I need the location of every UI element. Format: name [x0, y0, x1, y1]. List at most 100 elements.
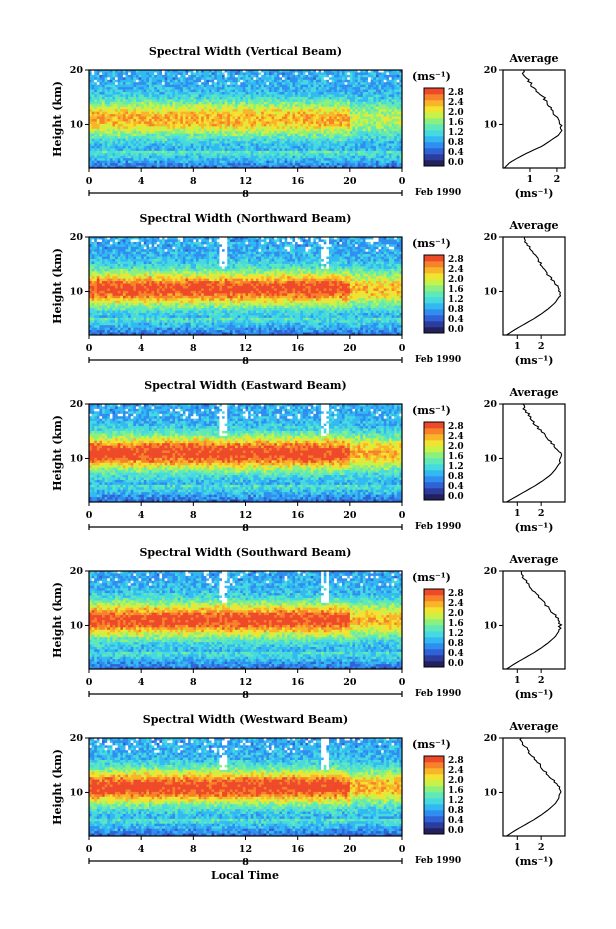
heatmap-cell: [112, 94, 116, 98]
heatmap-cell: [315, 128, 319, 132]
heatmap-cell: [232, 87, 236, 90]
heatmap-cell: [227, 96, 231, 100]
heatmap-cell: [388, 99, 392, 103]
heatmap-cell: [357, 123, 361, 127]
heatmap-cell: [216, 153, 220, 157]
heatmap-cell: [289, 131, 293, 134]
heatmap-cell: [104, 116, 108, 120]
heatmap-cell: [154, 150, 158, 154]
heatmap-cell: [292, 114, 296, 117]
heatmap-cell: [138, 148, 142, 152]
heatmap-cell: [180, 133, 184, 137]
heatmap-cell: [250, 77, 254, 81]
heatmap-cell: [195, 158, 199, 161]
heatmap-cell: [167, 106, 171, 110]
heatmap-cell: [342, 104, 345, 108]
heatmap-cell: [154, 133, 158, 137]
heatmap-cell: [368, 79, 371, 83]
heatmap-cell: [245, 106, 249, 110]
heatmap-cell: [117, 70, 121, 73]
heatmap-cell: [96, 116, 100, 120]
heatmap-cell: [287, 126, 291, 130]
heatmap-cell: [175, 101, 178, 105]
heatmap-cell: [276, 74, 280, 78]
heatmap-cell: [91, 96, 95, 100]
x-tick-label: 0: [86, 176, 93, 187]
heatmap-cell: [143, 70, 147, 73]
heatmap-cell: [242, 136, 246, 139]
heatmap-cell: [133, 165, 137, 169]
heatmap-cell: [203, 101, 207, 105]
heatmap-cell: [321, 114, 325, 117]
heatmap-cell: [297, 74, 301, 78]
heatmap-cell: [237, 165, 241, 169]
heatmap-cell: [117, 138, 121, 142]
heatmap-cell: [250, 109, 254, 112]
heatmap-cell: [96, 72, 100, 76]
heatmap-cell: [222, 101, 225, 105]
heatmap-cell: [383, 143, 387, 147]
heatmap-cell: [94, 121, 98, 125]
heatmap-cell: [258, 99, 262, 103]
heatmap-cell: [295, 121, 298, 125]
heatmap-cell: [159, 133, 163, 137]
heatmap-cell: [326, 121, 330, 125]
heatmap-cell: [318, 133, 322, 137]
heatmap-cell: [289, 126, 293, 130]
heatmap-cell: [138, 92, 142, 95]
heatmap-cell: [193, 150, 197, 154]
heatmap-cell: [378, 145, 382, 149]
heatmap-cell: [143, 163, 147, 166]
heatmap-cell: [381, 165, 385, 169]
heatmap-cell: [229, 141, 233, 144]
heatmap-cell: [362, 121, 366, 125]
heatmap-cell: [240, 155, 244, 159]
heatmap-cell: [276, 153, 280, 157]
heatmap-cell: [96, 126, 100, 130]
heatmap-cell: [336, 111, 340, 115]
heatmap-cell: [177, 237, 181, 240]
heatmap-cell: [89, 119, 92, 122]
heatmap-cell: [258, 153, 262, 157]
heatmap-cell: [206, 87, 210, 90]
heatmap-cell: [128, 96, 132, 100]
heatmap-cell: [117, 133, 121, 137]
heatmap-cell: [182, 237, 186, 240]
heatmap-cell: [169, 121, 173, 125]
heatmap-cell: [368, 114, 371, 117]
heatmap-cell: [148, 128, 152, 132]
heatmap-cell: [375, 94, 379, 98]
heatmap-cell: [175, 111, 178, 115]
heatmap-cell: [360, 143, 364, 147]
heatmap-cell: [182, 138, 186, 142]
heatmap-cell: [206, 111, 210, 115]
heatmap-cell: [355, 77, 358, 81]
heatmap-cell: [94, 101, 98, 105]
heatmap-cell: [235, 133, 238, 137]
heatmap-cell: [99, 111, 103, 115]
heatmap-cell: [128, 82, 132, 85]
heatmap-cell: [287, 77, 291, 81]
heatmap-cell: [162, 158, 165, 161]
heatmap-cell: [214, 153, 218, 157]
heatmap-cell: [148, 77, 152, 81]
heatmap-cell: [135, 77, 139, 81]
heatmap-cell: [227, 72, 231, 76]
heatmap-cell: [388, 143, 392, 147]
heatmap-cell: [289, 84, 293, 88]
heatmap-cell: [391, 141, 395, 144]
heatmap-cell: [120, 111, 124, 115]
heatmap-cell: [99, 141, 103, 144]
heatmap-cell: [117, 150, 121, 154]
heatmap-cell: [323, 150, 327, 154]
heatmap-cell: [344, 96, 348, 100]
heatmap-cell: [237, 92, 241, 95]
heatmap-cell: [208, 116, 212, 120]
heatmap-cell: [167, 160, 171, 164]
heatmap-cell: [315, 116, 319, 120]
heatmap-cell: [352, 138, 356, 142]
heatmap-cell: [141, 148, 145, 152]
heatmap-cell: [156, 153, 160, 157]
heatmap-cell: [222, 131, 225, 134]
heatmap-cell: [248, 121, 252, 125]
